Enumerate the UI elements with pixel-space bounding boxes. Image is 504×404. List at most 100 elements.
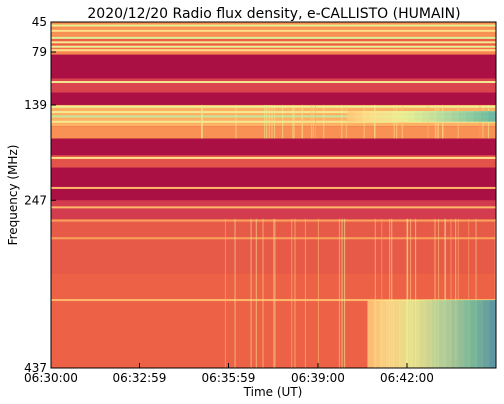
burst-segment (451, 111, 460, 122)
burst-segment (458, 111, 467, 122)
interference-streak (338, 218, 340, 368)
burst-segment (392, 111, 401, 122)
burst-segment (355, 111, 363, 122)
interference-streak (438, 218, 440, 368)
interference-streak (273, 218, 275, 368)
burst-segment (488, 111, 497, 122)
interference-streak (374, 218, 376, 368)
burst-segment (444, 300, 452, 368)
interference-streak (310, 104, 312, 139)
burst-segment (436, 111, 445, 122)
frequency-band (51, 138, 496, 156)
interference-streak (266, 104, 268, 139)
burst-segment (347, 111, 356, 122)
x-tick-label: 06:39:00 (291, 371, 345, 385)
interference-streak (262, 218, 264, 368)
burst-segment (489, 300, 497, 368)
interference-streak (317, 218, 319, 368)
interference-streak (434, 218, 436, 368)
frequency-band (51, 126, 496, 139)
frequency-band (51, 78, 496, 93)
interference-streak (410, 218, 412, 368)
x-axis: 06:30:00 06:32:59 06:35:59 06:39:00 06:42:00 (24, 363, 434, 385)
frequency-line (51, 41, 496, 44)
frequency-line (51, 49, 496, 52)
chart-title: 2020/12/20 Radio flux density, e-CALLIST… (87, 6, 460, 22)
burst-segment (466, 111, 475, 122)
burst-segment (473, 111, 482, 122)
interference-streak (487, 104, 489, 139)
frequency-line (51, 206, 496, 209)
interference-streak (457, 104, 459, 139)
burst-segment (425, 300, 433, 368)
interference-streak (304, 218, 306, 368)
burst-segment (369, 111, 378, 122)
x-tick-label: 06:30:00 (24, 371, 78, 385)
burst-segment (406, 300, 413, 368)
interference-streak (455, 218, 457, 368)
frequency-line (51, 186, 496, 189)
interference-streak (255, 218, 257, 368)
frequency-line (51, 120, 496, 123)
burst-segment (438, 300, 446, 368)
interference-streak (427, 104, 429, 139)
interference-streak (396, 104, 398, 139)
frequency-band (51, 48, 496, 55)
burst-segment (414, 111, 423, 122)
interference-streak (282, 104, 284, 139)
interference-streak (438, 104, 440, 139)
burst-segment (481, 111, 490, 122)
interference-streak (363, 104, 365, 139)
burst-segment (399, 111, 408, 122)
interference-streak (235, 104, 237, 139)
y-axis: 45 79 139 247 437 (24, 15, 56, 375)
frequency-line (51, 45, 496, 48)
burst-segment (470, 300, 478, 368)
frequency-band (51, 54, 496, 79)
interference-streak (234, 218, 236, 368)
interference-streak (415, 218, 417, 368)
interference-streak (391, 218, 393, 368)
frequency-line (51, 29, 496, 32)
burst-segment (476, 300, 484, 368)
interference-streak (457, 218, 459, 368)
burst-segment (380, 300, 388, 368)
frequency-line (51, 81, 496, 84)
burst-segment (407, 111, 415, 122)
interference-streak (271, 104, 273, 139)
interference-streak (450, 218, 452, 368)
interference-streak (291, 218, 293, 368)
frequency-band (51, 92, 496, 105)
interference-streak (224, 218, 226, 368)
y-tick-label: 79 (32, 45, 47, 59)
interference-streak (292, 104, 294, 139)
frequency-line (51, 156, 496, 159)
y-tick-label: 139 (24, 98, 47, 112)
interference-streak (468, 218, 470, 368)
burst-segment (386, 300, 394, 368)
interference-streak (341, 218, 343, 368)
burst-segment (393, 300, 401, 368)
frequency-line (51, 36, 496, 39)
interference-streak (475, 218, 477, 368)
burst-segment (367, 300, 375, 368)
frequency-line (51, 24, 496, 27)
burst-segment (444, 111, 452, 122)
interference-streak (274, 104, 276, 139)
interference-streak (312, 104, 314, 139)
burst-segment (373, 300, 381, 368)
y-tick-label: 247 (24, 193, 47, 207)
frequency-line (51, 105, 496, 108)
interference-streak (393, 104, 395, 139)
burst-segment (431, 300, 439, 368)
frequency-band (51, 167, 496, 201)
interference-streak (268, 104, 270, 139)
interference-streak (494, 218, 496, 368)
interference-streak (341, 104, 343, 139)
interference-streak (274, 218, 276, 368)
interference-streak (201, 104, 203, 139)
burst-segment (384, 111, 393, 122)
plot-frame (50, 21, 497, 369)
interference-streak (250, 218, 252, 368)
